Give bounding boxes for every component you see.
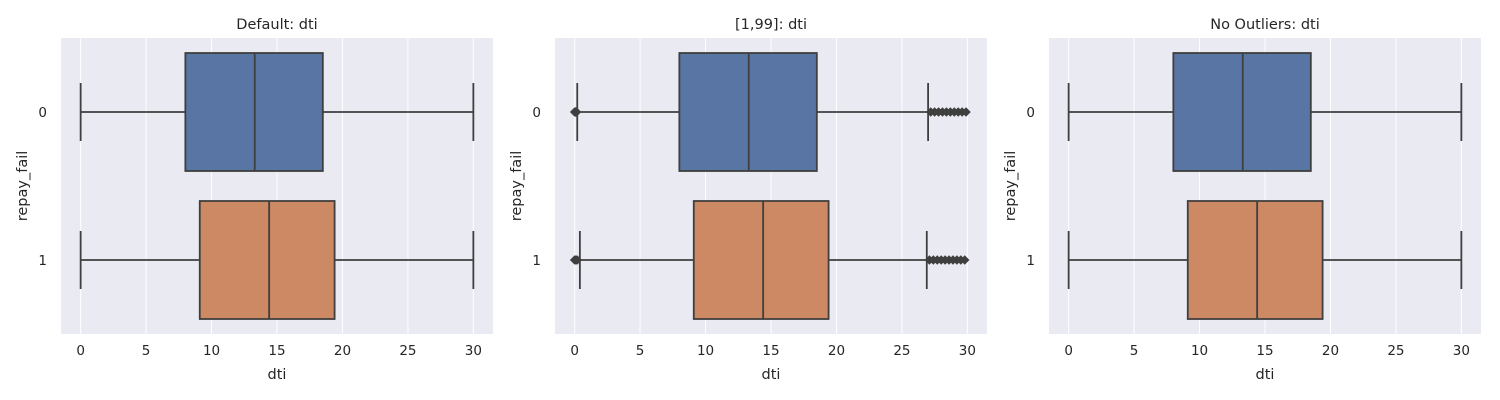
box-body (1186, 200, 1324, 320)
chart-panel-2: [1,99]: dti 0 5 10 15 20 25 30 0 1 dti repay_fail (509, 17, 987, 383)
x-tick-label: 30 (1453, 343, 1470, 359)
x-tick-label: 10 (697, 343, 714, 359)
x-tick-label: 5 (142, 343, 151, 359)
x-tick-label: 20 (1322, 343, 1339, 359)
outlier-point (960, 255, 970, 265)
y-tick-label: 1 (38, 253, 47, 269)
y-tick-label: 1 (1026, 253, 1035, 269)
x-tick-label: 20 (828, 343, 845, 359)
x-tick-label: 25 (399, 343, 416, 359)
y-tick-label: 0 (532, 105, 541, 121)
box-1 (1067, 200, 1463, 320)
box-body (198, 200, 336, 320)
x-tick-label: 25 (893, 343, 910, 359)
chart-panel-1: Default: dti 0 5 10 15 20 25 30 0 1 dti repay_fail (15, 17, 493, 383)
box-1 (79, 200, 475, 320)
x-axis-label: dti (268, 367, 287, 383)
y-tick-label: 0 (38, 105, 47, 121)
x-tick-label: 25 (1387, 343, 1404, 359)
box-0 (1067, 52, 1463, 172)
x-tick-label: 30 (465, 343, 482, 359)
x-axis-label: dti (1256, 367, 1275, 383)
chart-title: [1,99]: dti (735, 17, 807, 33)
box-0 (569, 52, 971, 172)
x-tick-label: 10 (203, 343, 220, 359)
x-tick-label: 0 (76, 343, 85, 359)
outlier-point (572, 255, 582, 265)
x-tick-label: 5 (1130, 343, 1139, 359)
chart-title: Default: dti (236, 17, 317, 33)
outlier-point (571, 107, 582, 117)
x-tick-label: 15 (268, 343, 285, 359)
x-axis-label: dti (762, 367, 781, 383)
x-tick-label: 5 (636, 343, 645, 359)
chart-panel-3: No Outliers: dti 0 5 10 15 20 25 30 0 1 dti repay_f… (1003, 17, 1481, 383)
x-tick-label: 15 (762, 343, 779, 359)
box-1 (569, 200, 970, 320)
y-tick-label: 1 (532, 253, 541, 269)
x-tick-label: 30 (959, 343, 976, 359)
chart-title: No Outliers: dti (1210, 17, 1320, 33)
box-body (692, 200, 830, 320)
x-tick-label: 20 (334, 343, 351, 359)
x-tick-label: 10 (1191, 343, 1208, 359)
x-tick-label: 0 (1064, 343, 1073, 359)
outlier-point (961, 107, 971, 117)
y-axis-label: repay_fail (509, 151, 525, 222)
box-0 (79, 52, 475, 172)
y-axis-label: repay_fail (1003, 151, 1019, 222)
y-tick-label: 0 (1026, 105, 1035, 121)
x-tick-label: 0 (570, 343, 579, 359)
x-tick-label: 15 (1256, 343, 1273, 359)
y-axis-label: repay_fail (15, 151, 31, 222)
